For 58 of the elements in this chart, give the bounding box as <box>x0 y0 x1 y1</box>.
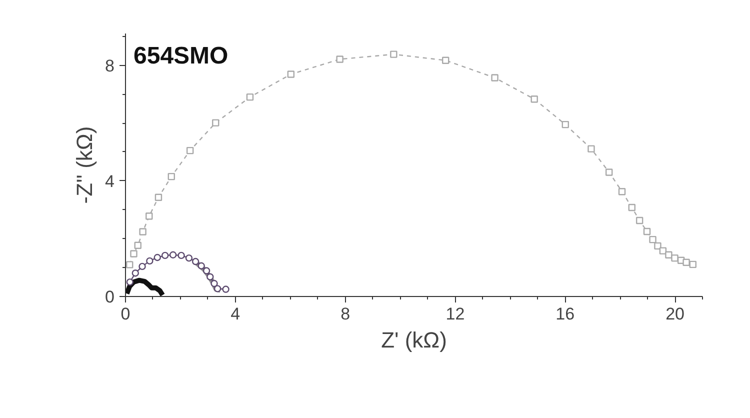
point <box>618 188 626 196</box>
point <box>154 194 162 201</box>
point <box>336 56 344 63</box>
y-axis-title: -Z'' (kΩ) <box>72 126 98 204</box>
point <box>146 212 153 220</box>
point <box>186 146 194 154</box>
point <box>185 254 193 262</box>
point <box>649 236 656 244</box>
point <box>659 247 667 254</box>
point <box>588 145 595 152</box>
point <box>126 278 134 286</box>
point <box>628 204 636 212</box>
point <box>246 93 254 101</box>
point <box>530 96 538 103</box>
point <box>643 228 651 236</box>
x-tick-label: 8 <box>340 304 350 324</box>
point <box>130 250 138 258</box>
x-axis-title: Z' (kΩ) <box>381 328 447 352</box>
point <box>198 262 205 270</box>
point <box>665 251 672 258</box>
point <box>138 262 146 270</box>
y-tick-label: 0 <box>105 288 115 306</box>
y-tick-label: 8 <box>105 56 115 76</box>
point <box>154 254 161 262</box>
point <box>287 70 295 78</box>
point <box>132 269 139 277</box>
point <box>212 119 220 126</box>
point <box>689 260 696 268</box>
point <box>161 252 169 260</box>
x-tick-label: 0 <box>120 304 130 324</box>
point <box>442 56 450 64</box>
point <box>682 258 690 266</box>
point <box>134 242 142 249</box>
point <box>222 286 230 293</box>
point <box>168 172 175 180</box>
chart-title: 654SMO <box>134 42 228 70</box>
point <box>214 285 222 292</box>
point <box>636 216 644 224</box>
point <box>562 120 569 128</box>
point <box>671 254 678 262</box>
point <box>605 168 613 176</box>
point <box>202 267 210 274</box>
x-tick-label: 12 <box>446 304 465 324</box>
point <box>206 273 214 280</box>
point <box>146 257 154 265</box>
x-tick-label: 20 <box>666 304 684 324</box>
x-tick-label: 4 <box>230 304 240 324</box>
point <box>210 280 218 288</box>
point <box>169 251 177 258</box>
point <box>491 74 498 82</box>
point <box>390 50 398 58</box>
y-tick-label: 4 <box>105 172 115 191</box>
point <box>126 261 134 268</box>
point <box>654 242 662 250</box>
point <box>178 252 185 260</box>
point <box>139 228 146 236</box>
point <box>192 258 200 266</box>
x-tick-label: 16 <box>556 304 575 324</box>
